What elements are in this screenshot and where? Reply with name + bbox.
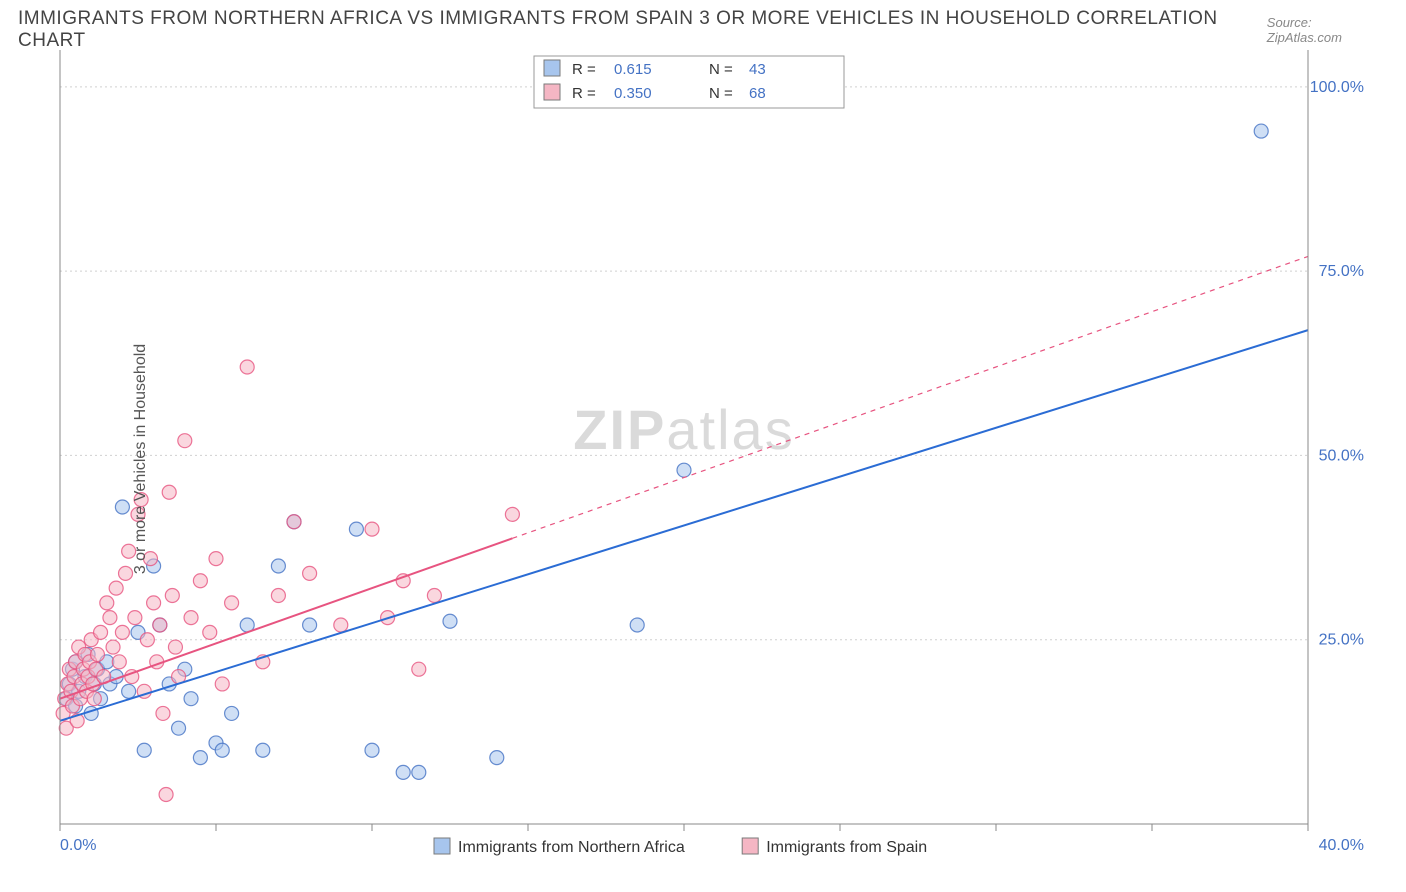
series-swatch <box>434 838 450 854</box>
data-point <box>193 574 207 588</box>
legend-n-label: N = <box>709 85 733 102</box>
x-tick-label: 40.0% <box>1319 837 1364 854</box>
data-point <box>137 743 151 757</box>
data-point <box>225 596 239 610</box>
data-point <box>396 765 410 779</box>
data-point <box>412 662 426 676</box>
data-point <box>203 625 217 639</box>
y-tick-label: 25.0% <box>1319 632 1364 649</box>
data-point <box>178 434 192 448</box>
data-point <box>184 611 198 625</box>
data-point <box>153 618 167 632</box>
data-point <box>193 751 207 765</box>
series-label: Immigrants from Northern Africa <box>458 839 685 856</box>
data-point <box>106 640 120 654</box>
y-tick-label: 100.0% <box>1310 79 1364 96</box>
data-point <box>412 765 426 779</box>
data-point <box>165 588 179 602</box>
legend-n-label: N = <box>709 61 733 78</box>
data-point <box>365 743 379 757</box>
data-point <box>443 614 457 628</box>
data-point <box>112 655 126 669</box>
legend-swatch <box>544 84 560 100</box>
data-point <box>122 684 136 698</box>
x-tick-label: 0.0% <box>60 837 96 854</box>
y-tick-label: 50.0% <box>1319 447 1364 464</box>
data-point <box>115 500 129 514</box>
data-point <box>630 618 644 632</box>
data-point <box>147 596 161 610</box>
data-point <box>215 743 229 757</box>
data-point <box>271 588 285 602</box>
data-point <box>677 463 691 477</box>
data-point <box>159 788 173 802</box>
data-point <box>240 360 254 374</box>
y-tick-label: 75.0% <box>1319 263 1364 280</box>
trend-line <box>60 330 1308 721</box>
data-point <box>168 640 182 654</box>
correlation-scatter-chart: 25.0% 50.0% 75.0% 100.0% ZIPatlas 0.0% 40.0% R … <box>18 44 1388 874</box>
legend-r-label: R = <box>572 61 596 78</box>
data-point <box>490 751 504 765</box>
data-point <box>215 677 229 691</box>
y-axis-label: 3 or more Vehicles in Household <box>132 344 150 574</box>
legend-r-value: 0.615 <box>614 61 652 78</box>
data-point <box>162 485 176 499</box>
data-point <box>100 596 114 610</box>
data-point <box>156 706 170 720</box>
data-point <box>256 743 270 757</box>
legend-r-value: 0.350 <box>614 85 652 102</box>
data-point <box>334 618 348 632</box>
series-label: Immigrants from Spain <box>766 839 927 856</box>
data-point <box>505 507 519 521</box>
data-point <box>109 581 123 595</box>
data-point <box>225 706 239 720</box>
data-point <box>87 692 101 706</box>
watermark: ZIPatlas <box>573 398 794 461</box>
data-point <box>103 611 117 625</box>
data-point <box>140 633 154 647</box>
legend-r-label: R = <box>572 85 596 102</box>
chart-source: Source: ZipAtlas.com <box>1267 15 1388 45</box>
data-point <box>172 721 186 735</box>
legend-swatch <box>544 60 560 76</box>
data-point <box>303 618 317 632</box>
data-point <box>287 515 301 529</box>
data-point <box>209 552 223 566</box>
data-point <box>90 647 104 661</box>
data-point <box>94 625 108 639</box>
data-point <box>119 566 133 580</box>
data-point <box>303 566 317 580</box>
legend-n-value: 68 <box>749 85 766 102</box>
data-point <box>365 522 379 536</box>
data-point <box>427 588 441 602</box>
data-point <box>115 625 129 639</box>
data-point <box>271 559 285 573</box>
data-point <box>1254 124 1268 138</box>
legend-n-value: 43 <box>749 61 766 78</box>
data-point <box>128 611 142 625</box>
data-point <box>349 522 363 536</box>
series-swatch <box>742 838 758 854</box>
data-point <box>184 692 198 706</box>
